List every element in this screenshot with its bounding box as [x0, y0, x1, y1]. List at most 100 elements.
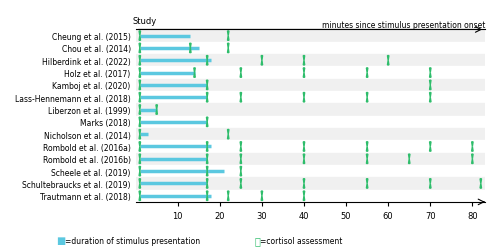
Polygon shape: [261, 191, 262, 196]
Polygon shape: [240, 98, 242, 102]
Polygon shape: [139, 172, 140, 176]
Polygon shape: [366, 159, 368, 164]
Polygon shape: [430, 81, 431, 86]
Polygon shape: [139, 106, 140, 110]
Polygon shape: [206, 147, 208, 152]
Polygon shape: [408, 159, 410, 164]
Polygon shape: [206, 142, 208, 147]
Text: minutes since stimulus presentation onset: minutes since stimulus presentation onse…: [322, 20, 485, 30]
Polygon shape: [206, 179, 208, 184]
Polygon shape: [240, 73, 242, 78]
Polygon shape: [206, 93, 208, 98]
Bar: [136, 80, 485, 92]
Polygon shape: [240, 68, 242, 73]
Text: =cortisol assessment: =cortisol assessment: [260, 236, 342, 245]
Polygon shape: [240, 179, 242, 184]
Polygon shape: [240, 93, 242, 98]
Polygon shape: [430, 73, 431, 78]
Polygon shape: [139, 130, 140, 135]
Polygon shape: [472, 154, 473, 159]
Polygon shape: [472, 142, 473, 147]
Polygon shape: [139, 68, 140, 73]
Polygon shape: [156, 110, 158, 115]
Polygon shape: [139, 147, 140, 152]
Polygon shape: [430, 147, 431, 152]
Bar: [136, 128, 485, 141]
Polygon shape: [430, 184, 431, 188]
Text: =duration of stimulus presentation: =duration of stimulus presentation: [65, 236, 200, 245]
Polygon shape: [139, 135, 140, 139]
Polygon shape: [240, 147, 242, 152]
Polygon shape: [139, 142, 140, 147]
Polygon shape: [139, 61, 140, 66]
Polygon shape: [139, 159, 140, 164]
Polygon shape: [430, 68, 431, 73]
Polygon shape: [139, 179, 140, 184]
Polygon shape: [240, 172, 242, 176]
Bar: [136, 104, 485, 116]
Text: ■: ■: [56, 235, 65, 245]
Polygon shape: [430, 93, 431, 98]
Polygon shape: [139, 184, 140, 188]
Polygon shape: [261, 56, 262, 61]
Polygon shape: [206, 154, 208, 159]
Polygon shape: [139, 56, 140, 61]
Polygon shape: [206, 184, 208, 188]
Polygon shape: [240, 167, 242, 172]
Polygon shape: [206, 98, 208, 102]
Polygon shape: [228, 191, 229, 196]
Polygon shape: [228, 32, 229, 36]
Polygon shape: [139, 36, 140, 41]
Polygon shape: [139, 122, 140, 127]
Polygon shape: [480, 179, 482, 184]
Polygon shape: [366, 73, 368, 78]
Polygon shape: [228, 135, 229, 139]
Polygon shape: [139, 191, 140, 196]
Bar: [136, 178, 485, 190]
Polygon shape: [139, 93, 140, 98]
Polygon shape: [408, 154, 410, 159]
Bar: [136, 30, 485, 42]
Polygon shape: [139, 81, 140, 86]
Bar: [136, 153, 485, 165]
Polygon shape: [366, 147, 368, 152]
Polygon shape: [430, 179, 431, 184]
Polygon shape: [261, 61, 262, 66]
Polygon shape: [206, 191, 208, 196]
Polygon shape: [206, 122, 208, 127]
Polygon shape: [366, 179, 368, 184]
Polygon shape: [139, 44, 140, 49]
Polygon shape: [366, 93, 368, 98]
Polygon shape: [228, 196, 229, 201]
Polygon shape: [139, 73, 140, 78]
Bar: [136, 42, 485, 55]
Polygon shape: [388, 56, 389, 61]
Polygon shape: [206, 118, 208, 122]
Polygon shape: [366, 98, 368, 102]
Polygon shape: [228, 44, 229, 49]
Polygon shape: [139, 154, 140, 159]
Bar: [136, 141, 485, 153]
Polygon shape: [228, 36, 229, 41]
Polygon shape: [261, 196, 262, 201]
Polygon shape: [206, 159, 208, 164]
Polygon shape: [472, 147, 473, 152]
Polygon shape: [366, 184, 368, 188]
Text: Study: Study: [132, 16, 156, 26]
Polygon shape: [194, 73, 196, 78]
Bar: [136, 165, 485, 177]
Polygon shape: [206, 196, 208, 201]
Polygon shape: [366, 142, 368, 147]
Polygon shape: [206, 86, 208, 90]
Polygon shape: [139, 196, 140, 201]
Polygon shape: [228, 49, 229, 54]
Bar: [136, 190, 485, 202]
Polygon shape: [139, 118, 140, 122]
Polygon shape: [139, 49, 140, 54]
Polygon shape: [366, 154, 368, 159]
Text: ⧖: ⧖: [254, 235, 260, 245]
Polygon shape: [240, 154, 242, 159]
Polygon shape: [194, 68, 196, 73]
Polygon shape: [240, 184, 242, 188]
Polygon shape: [388, 61, 389, 66]
